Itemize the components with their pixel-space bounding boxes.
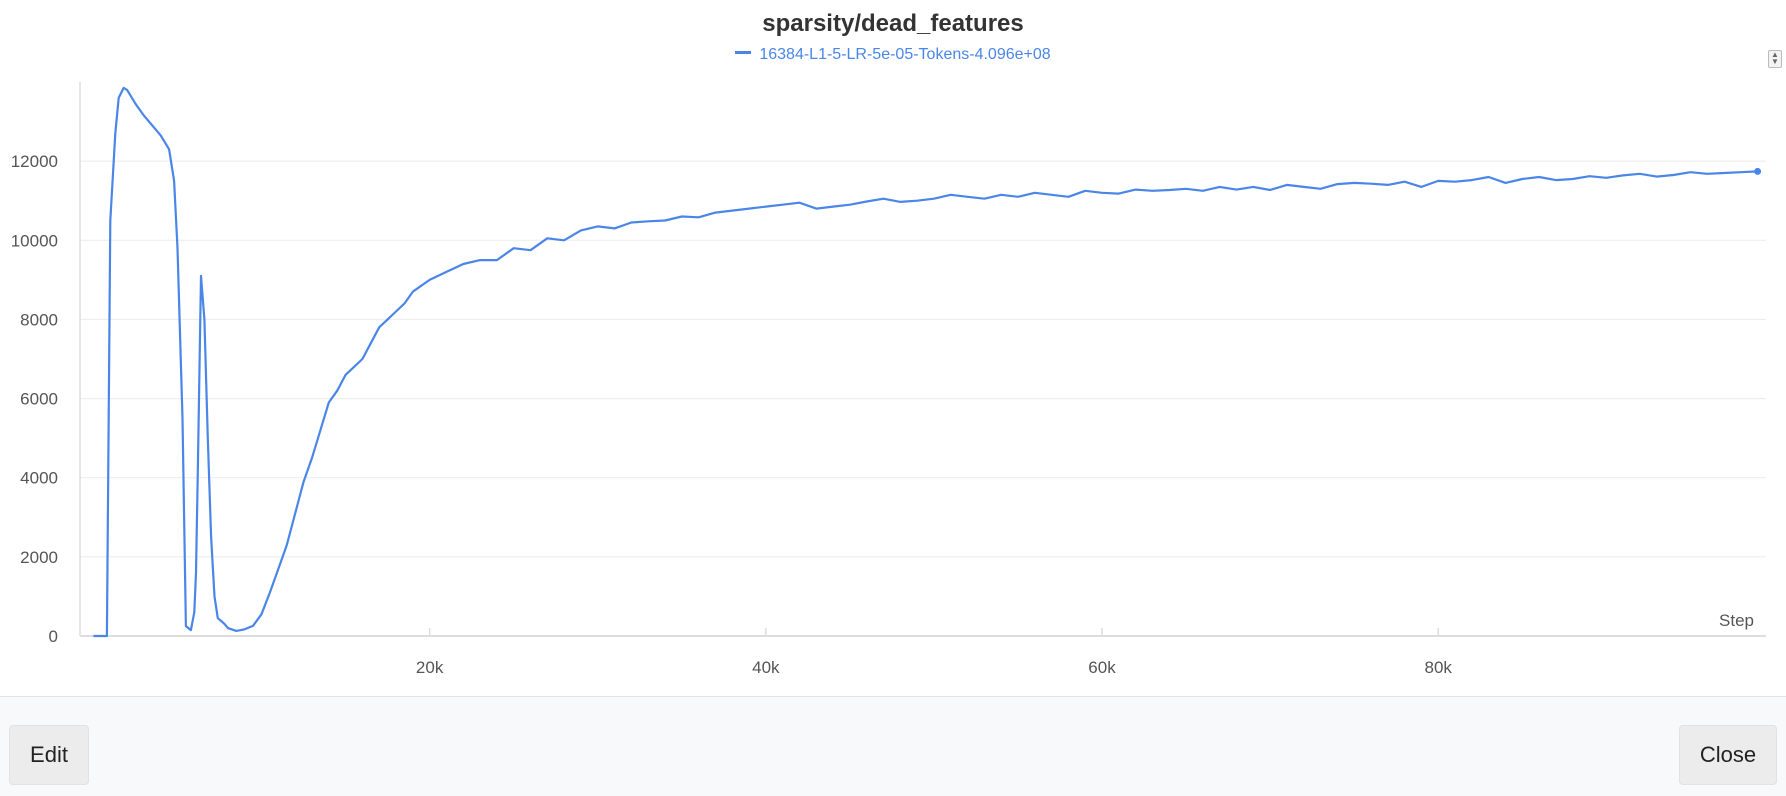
series-layer <box>93 86 1762 638</box>
chart-panel: sparsity/dead_features 16384-L1-5-LR-5e-… <box>0 0 1786 696</box>
x-tick-label: 60k <box>1088 658 1116 677</box>
legend-swatch <box>735 51 752 55</box>
y-tick-label: 0 <box>49 627 58 646</box>
y-tick-label: 4000 <box>20 469 58 488</box>
x-tick-label: 20k <box>416 658 444 677</box>
legend[interactable]: 16384-L1-5-LR-5e-05-Tokens-4.096e+08 <box>0 46 1786 64</box>
edit-button[interactable]: Edit <box>9 725 89 785</box>
close-button[interactable]: Close <box>1679 725 1777 785</box>
gridlines <box>80 160 1766 558</box>
x-tick-label: 40k <box>752 658 780 677</box>
y-tick-label: 8000 <box>20 310 58 329</box>
x-axis-label: Step <box>1719 611 1754 630</box>
sort-arrows-icon[interactable]: ▲ ▼ <box>1768 50 1782 68</box>
series-line[interactable] <box>93 86 1758 638</box>
series-end-point <box>1754 167 1762 175</box>
legend-label: 16384-L1-5-LR-5e-05-Tokens-4.096e+08 <box>759 46 1051 63</box>
y-tick-label: 12000 <box>11 152 58 171</box>
y-tick-label: 2000 <box>20 548 58 567</box>
y-tick-label: 10000 <box>11 231 58 250</box>
x-tick-label: 80k <box>1425 658 1453 677</box>
axes: 0 2000 4000 6000 8000 10000 12000 20k 40k 60k 80k <box>11 82 1766 677</box>
y-tick-label: 6000 <box>20 390 58 409</box>
chart-title: sparsity/dead_features <box>762 10 1024 37</box>
dialog-footer: Edit Close <box>0 696 1786 796</box>
